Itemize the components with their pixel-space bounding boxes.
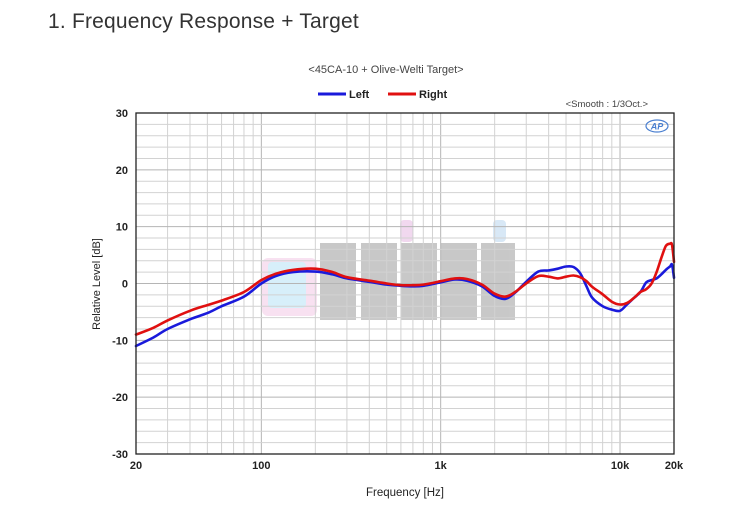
page-heading: 1. Frequency Response + Target xyxy=(48,10,359,33)
y-tick-label: -30 xyxy=(112,449,128,461)
x-tick-label: 1k xyxy=(435,460,448,472)
legend-left-label: Left xyxy=(349,89,370,101)
y-tick-label: 20 xyxy=(116,165,128,177)
chart-legend: Left Right xyxy=(318,89,447,101)
smoothing-note: <Smooth : 1/3Oct.> xyxy=(566,99,649,110)
x-tick-label: 20 xyxy=(130,460,142,472)
y-tick-label: -10 xyxy=(112,335,128,347)
chart-series xyxy=(134,241,676,348)
x-tick-label: 20k xyxy=(665,460,684,472)
plot-frame xyxy=(135,112,675,455)
chart-title: <45CA-10 + Olive-Welti Target> xyxy=(308,64,463,76)
x-tick-label: 10k xyxy=(611,460,630,472)
x-axis-label: Frequency [Hz] xyxy=(366,487,444,499)
y-tick-label: 0 xyxy=(122,279,128,291)
x-tick-label: 100 xyxy=(252,460,270,472)
svg-text:AP: AP xyxy=(650,122,664,132)
legend-right-label: Right xyxy=(419,89,447,101)
y-tick-label: 10 xyxy=(116,222,128,234)
y-axis-label: Relative Level [dB] xyxy=(91,238,103,330)
ap-logo-icon: AP xyxy=(645,119,669,133)
y-tick-label: -20 xyxy=(112,392,128,404)
series-line-right xyxy=(134,241,676,336)
y-tick-label: 30 xyxy=(116,108,128,120)
chart-grid xyxy=(136,113,674,454)
